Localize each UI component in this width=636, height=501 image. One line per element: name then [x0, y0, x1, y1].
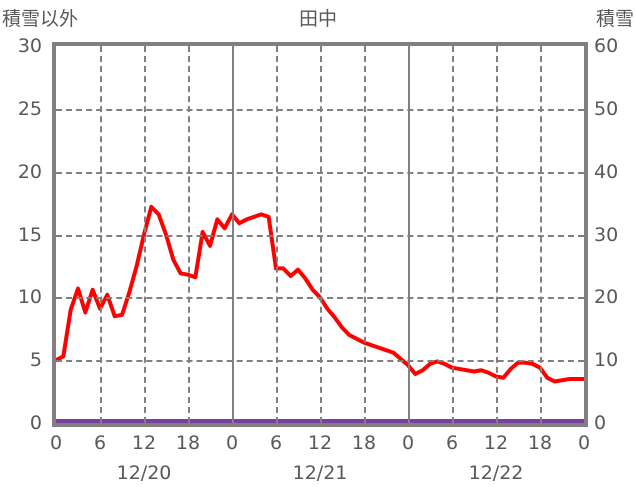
x-axis-day-label: 12/21 [292, 462, 348, 484]
x-axis-tick-label: 12 [483, 432, 509, 454]
y-axis-left-tick-label: 5 [29, 349, 42, 372]
plot-area [52, 42, 588, 427]
grid-line-vertical [100, 46, 102, 423]
grid-line-vertical [452, 46, 454, 423]
x-axis-tick-label: 6 [93, 432, 107, 454]
grid-line-vertical [496, 46, 498, 423]
grid-line-vertical [320, 46, 322, 423]
x-axis-tick-label: 18 [175, 432, 201, 454]
x-axis-tick-label: 12 [131, 432, 157, 454]
y-axis-right-tick-label: 0 [594, 412, 607, 434]
x-axis-tick-label: 18 [351, 432, 377, 454]
y-axis-left-tick-label: 20 [17, 160, 42, 183]
x-axis-tick-label: 0 [577, 432, 591, 454]
plot-inner [56, 46, 584, 423]
right-axis-title: 積雪 [595, 8, 634, 30]
grid-line-vertical [276, 46, 278, 423]
x-axis-tick-label: 0 [49, 432, 63, 454]
chart-title: 田中 [298, 8, 337, 30]
y-axis-left-tick-label: 30 [17, 35, 42, 57]
y-axis-right-tick-label: 10 [594, 349, 619, 372]
y-axis-left-tick-label: 15 [17, 223, 42, 246]
y-axis-left-tick-label: 0 [29, 412, 42, 434]
x-axis-tick-label: 6 [269, 432, 283, 454]
y-axis-right-tick-label: 30 [594, 223, 619, 246]
y-axis-right-tick-label: 50 [594, 97, 619, 120]
grid-line-vertical [364, 46, 366, 423]
grid-line-vertical [540, 46, 542, 423]
y-axis-left-tick-label: 25 [17, 97, 42, 120]
y-axis-right-tick-label: 20 [594, 286, 619, 309]
grid-line-day-boundary [408, 46, 410, 423]
x-axis-day-label: 12/22 [468, 462, 524, 484]
left-axis-title: 積雪以外 [2, 8, 79, 30]
y-axis-right-tick-label: 40 [594, 160, 619, 183]
grid-line-vertical [144, 46, 146, 423]
x-axis-day-label: 12/20 [116, 462, 172, 484]
y-axis-right-tick-label: 60 [594, 35, 619, 57]
x-axis-tick-label: 0 [225, 432, 239, 454]
y-axis-left-tick-label: 10 [17, 286, 42, 309]
grid-line-vertical [188, 46, 190, 423]
grid-line-day-boundary [232, 46, 234, 423]
x-axis-tick-label: 18 [527, 432, 553, 454]
x-axis-tick-label: 0 [401, 432, 415, 454]
x-axis-tick-label: 6 [445, 432, 459, 454]
x-axis-tick-label: 12 [307, 432, 333, 454]
